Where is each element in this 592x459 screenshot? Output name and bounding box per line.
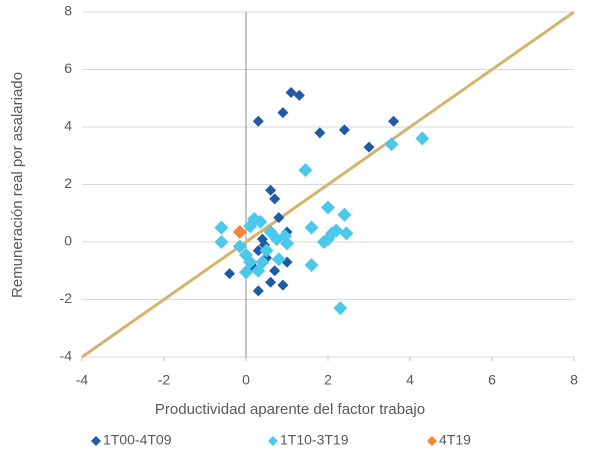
x-tick-label: 8 — [570, 372, 578, 388]
legend-label: 1T00-4T09 — [103, 432, 172, 448]
scatter-point — [277, 229, 292, 244]
scatter-point — [273, 212, 285, 224]
scatter-point — [298, 163, 313, 178]
scatter-point — [232, 239, 247, 254]
scatter-point — [243, 219, 258, 234]
scatter-point — [277, 107, 289, 119]
legend-marker — [427, 436, 437, 446]
scatter-point — [293, 89, 305, 101]
scatter-point — [337, 207, 352, 222]
y-tick-label: 2 — [64, 175, 72, 191]
scatter-point — [252, 115, 264, 127]
legend-label: 1T10-3T19 — [280, 432, 349, 448]
scatter-point — [384, 137, 399, 152]
scatter-point — [339, 226, 354, 241]
scatter-point — [304, 258, 319, 272]
scatter-point — [314, 127, 326, 139]
scatter-point — [232, 224, 247, 239]
scatter-point — [285, 87, 297, 98]
scatter-point — [265, 184, 277, 196]
scatter-point — [269, 265, 281, 277]
y-tick-label: 6 — [64, 60, 72, 76]
scatter-point — [214, 220, 229, 235]
scatter-point — [325, 226, 340, 241]
scatter-point — [321, 200, 335, 215]
legend-label: 4T19 — [439, 432, 471, 448]
y-tick-label: 4 — [64, 118, 72, 134]
scatter-point — [277, 279, 289, 291]
x-tick-label: 0 — [242, 372, 250, 388]
y-tick-label: -2 — [60, 290, 73, 306]
y-tick-label: -4 — [60, 348, 73, 364]
legend-marker — [268, 436, 278, 446]
scatter-point — [265, 276, 277, 288]
diagonal-line — [81, 10, 575, 359]
scatter-point — [259, 243, 274, 258]
y-tick-label: 8 — [64, 3, 72, 19]
scatter-point — [252, 245, 264, 257]
x-tick-label: -2 — [158, 372, 171, 388]
legend-marker — [91, 436, 101, 446]
scatter-point — [269, 193, 281, 205]
x-tick-label: 4 — [406, 372, 414, 388]
scatter-point — [388, 115, 400, 127]
scatter-point — [253, 214, 268, 229]
scatter-point — [214, 235, 229, 249]
y-axis-title: Remuneración real por asalariado — [9, 72, 26, 298]
scatter-point — [271, 252, 286, 267]
x-axis-title: Productividad aparente del factor trabaj… — [155, 401, 425, 418]
x-tick-label: -4 — [76, 372, 89, 388]
scatter-point — [363, 141, 375, 153]
x-tick-label: 6 — [488, 372, 496, 388]
scatter-point — [224, 268, 236, 280]
scatter-point — [316, 235, 331, 249]
scatter-point — [304, 220, 319, 235]
scatter-point — [415, 131, 430, 146]
scatter-point — [333, 301, 348, 316]
x-tick-label: 2 — [324, 372, 332, 388]
scatter-point — [338, 124, 350, 136]
scatter-point — [243, 255, 258, 270]
scatter-point — [251, 263, 266, 278]
scatter-point — [239, 265, 253, 280]
y-tick-label: 0 — [64, 233, 72, 249]
scatter-point — [252, 285, 264, 297]
